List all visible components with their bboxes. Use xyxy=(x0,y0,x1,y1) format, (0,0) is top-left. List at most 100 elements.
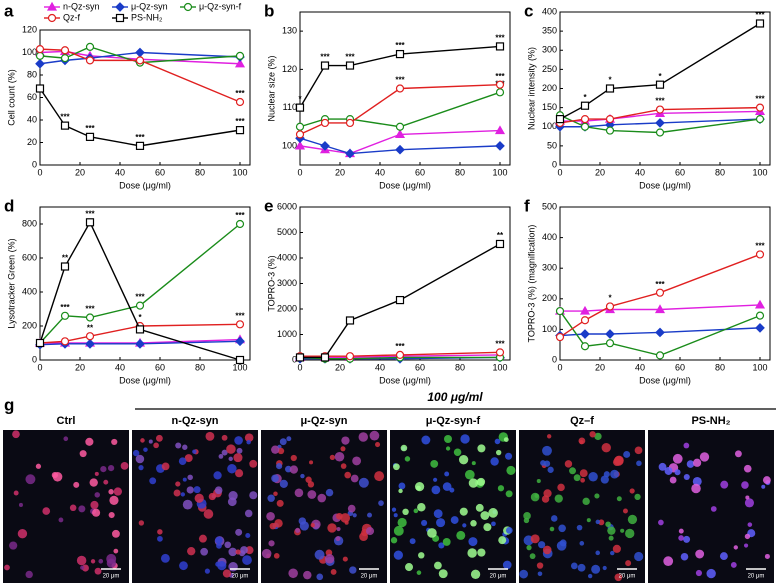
y-tick-label: 120 xyxy=(282,64,297,74)
marker xyxy=(135,339,145,349)
significance: * xyxy=(608,294,612,303)
cell xyxy=(542,545,552,555)
scale-label: 20 μm xyxy=(748,574,765,580)
cell xyxy=(634,446,643,455)
legend-marker xyxy=(47,13,57,23)
cell xyxy=(747,522,753,527)
cell xyxy=(184,454,193,463)
cell xyxy=(658,519,664,526)
cell xyxy=(634,493,641,501)
marker xyxy=(295,353,305,362)
y-tick-label: 400 xyxy=(542,6,557,16)
y-tick-label: 1000 xyxy=(277,329,297,339)
cell xyxy=(744,498,755,508)
cell xyxy=(217,561,227,571)
cell xyxy=(398,488,403,494)
cell xyxy=(594,432,602,441)
cell xyxy=(175,442,182,449)
cell xyxy=(109,495,119,505)
cell xyxy=(460,434,470,444)
cell xyxy=(273,553,280,559)
cell xyxy=(94,471,99,476)
cell xyxy=(710,506,717,512)
cell xyxy=(268,540,275,547)
scale-label: 20 μm xyxy=(361,574,378,580)
x-tick-label: 40 xyxy=(635,362,645,372)
cell xyxy=(502,560,512,570)
cell xyxy=(543,489,552,498)
marker xyxy=(495,239,505,249)
scale-label: 20 μm xyxy=(490,574,507,580)
cell xyxy=(526,545,532,551)
cell xyxy=(204,568,210,574)
cell xyxy=(303,570,312,580)
x-tick-label: 100 xyxy=(492,167,507,177)
cell xyxy=(427,528,437,538)
marker xyxy=(235,219,245,229)
cell xyxy=(228,547,238,557)
cell xyxy=(236,447,243,454)
marker xyxy=(135,141,145,150)
cell xyxy=(586,518,591,523)
marker xyxy=(345,316,355,325)
cell xyxy=(475,503,484,512)
cell xyxy=(193,486,201,494)
marker xyxy=(35,58,45,69)
marker xyxy=(395,84,405,93)
cell xyxy=(244,433,254,442)
cell xyxy=(622,508,628,514)
cell xyxy=(450,516,459,524)
cell xyxy=(336,526,341,532)
y-tick-label: 110 xyxy=(283,102,297,112)
cell xyxy=(442,537,451,546)
cell xyxy=(414,481,425,492)
significance: *** xyxy=(755,11,765,20)
cell xyxy=(340,446,346,452)
cell xyxy=(76,555,87,566)
cell xyxy=(205,431,215,441)
cell xyxy=(579,541,585,546)
panel-letter: e xyxy=(264,196,273,215)
cell xyxy=(467,548,477,558)
significance: *** xyxy=(395,342,405,351)
cell xyxy=(674,469,681,476)
marker xyxy=(320,118,330,128)
legend-marker xyxy=(46,1,58,11)
cell xyxy=(153,442,159,449)
cell xyxy=(608,535,614,541)
cell xyxy=(288,568,298,579)
marker xyxy=(755,311,765,320)
x-tick-label: 40 xyxy=(635,167,645,177)
cell xyxy=(266,511,275,521)
marker xyxy=(85,56,95,65)
cell xyxy=(664,467,673,475)
cell xyxy=(595,550,601,556)
cell xyxy=(269,522,277,530)
marker xyxy=(345,148,355,159)
cell xyxy=(612,544,621,553)
cell xyxy=(276,463,283,470)
x-tick-label: 60 xyxy=(675,167,685,177)
marker xyxy=(235,320,245,329)
cell xyxy=(90,559,96,564)
cell xyxy=(161,462,170,471)
marker xyxy=(495,42,505,51)
cell xyxy=(305,476,312,483)
legend-label: n-Qz-syn xyxy=(63,1,100,11)
marker xyxy=(235,97,245,107)
y-tick-label: 0 xyxy=(32,159,37,169)
cell xyxy=(658,462,667,471)
y-tick-label: 6000 xyxy=(277,201,297,211)
marker xyxy=(135,301,145,310)
cell xyxy=(173,489,181,497)
significance: * xyxy=(583,93,587,102)
cell xyxy=(393,550,403,560)
cell xyxy=(235,528,243,536)
cell xyxy=(224,541,232,549)
x-tick-label: 20 xyxy=(335,362,345,372)
cell xyxy=(601,443,611,453)
cell xyxy=(94,567,102,575)
cell xyxy=(433,477,438,482)
cell xyxy=(242,555,252,565)
marker xyxy=(655,118,665,128)
